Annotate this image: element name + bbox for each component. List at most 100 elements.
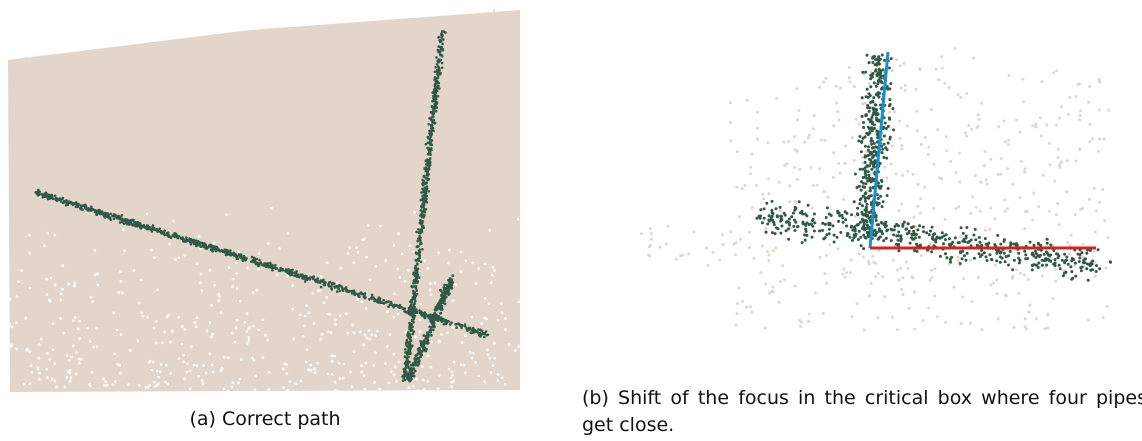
cloud-point	[957, 256, 960, 259]
speck	[169, 341, 172, 344]
speck	[452, 326, 455, 329]
pipe-point	[914, 236, 917, 239]
pipe-point	[80, 207, 83, 210]
cloud-point	[748, 231, 751, 234]
speck	[323, 54, 325, 56]
speck	[227, 357, 230, 360]
speck	[393, 293, 396, 296]
speck	[437, 252, 440, 255]
speck	[160, 363, 163, 366]
cloud-point	[796, 178, 799, 181]
speck	[232, 48, 234, 50]
speck	[313, 322, 316, 325]
speck	[110, 48, 112, 50]
cloud-point	[874, 262, 877, 265]
cloud-point	[980, 328, 983, 331]
speck	[276, 274, 279, 277]
speck	[339, 378, 342, 381]
speck	[343, 363, 346, 366]
pipe-point	[862, 176, 865, 179]
speck	[237, 382, 240, 385]
cloud-point	[954, 47, 957, 50]
speck	[501, 311, 504, 314]
pipe-point	[1005, 255, 1008, 258]
cloud-point	[1006, 207, 1009, 210]
cloud-point	[798, 109, 801, 112]
cloud-point	[803, 141, 806, 144]
cloud-point	[837, 162, 840, 165]
speck	[46, 376, 49, 379]
speck	[247, 327, 250, 330]
pipe-point	[1013, 259, 1016, 262]
pipe-point	[443, 284, 446, 287]
cloud-point	[1005, 294, 1008, 297]
pipe-point	[1095, 270, 1098, 273]
pipe-point	[417, 348, 420, 351]
speck	[120, 280, 123, 283]
cloud-point	[665, 243, 668, 246]
cloud-point	[675, 258, 678, 261]
pipe-point	[429, 329, 432, 332]
pipe-point	[236, 256, 239, 259]
pipe-point	[1074, 262, 1077, 265]
cloud-point	[920, 143, 923, 146]
speck	[329, 46, 331, 48]
speck	[46, 352, 49, 355]
speck	[402, 35, 404, 37]
speck	[254, 389, 257, 392]
pipe-point	[895, 223, 898, 226]
speck	[391, 43, 393, 45]
speck	[401, 253, 404, 256]
pipe-point	[268, 266, 271, 269]
pipe-point	[211, 245, 214, 248]
pipe-point	[427, 142, 430, 145]
speck	[434, 46, 436, 48]
cloud-point	[1049, 163, 1052, 166]
cloud-point	[1004, 210, 1007, 213]
speck	[140, 312, 143, 315]
pipe-point	[148, 226, 151, 229]
cloud-point	[900, 144, 903, 147]
pipe-point	[482, 333, 485, 336]
speck	[45, 55, 47, 57]
speck	[365, 256, 368, 259]
speck	[89, 340, 92, 343]
cloud-point	[868, 82, 871, 85]
pipe-point	[988, 253, 991, 256]
speck	[299, 36, 301, 38]
speck	[349, 246, 352, 249]
pipe-point	[792, 225, 795, 228]
pipe-point	[759, 208, 762, 211]
pipe-point	[882, 200, 885, 203]
pipe-point	[875, 231, 878, 234]
pipe-point	[876, 133, 879, 136]
pipe-point	[328, 282, 331, 285]
cloud-point	[687, 252, 690, 255]
speck	[94, 249, 97, 252]
speck	[149, 360, 152, 363]
pipe-point	[406, 359, 409, 362]
pipe-point	[423, 167, 426, 170]
pipe-point	[410, 377, 413, 380]
speck	[232, 382, 235, 385]
speck	[183, 378, 186, 381]
speck	[484, 20, 486, 22]
pipe-point	[833, 241, 836, 244]
speck	[154, 385, 157, 388]
pipe-point	[1063, 253, 1066, 256]
pipe-point	[925, 231, 928, 234]
pipe-point	[434, 66, 437, 69]
speck	[461, 390, 464, 393]
pipe-point	[151, 230, 154, 233]
pipe-point	[331, 288, 334, 291]
speck	[450, 377, 453, 380]
cloud-point	[959, 96, 962, 99]
cloud-point	[904, 84, 907, 87]
cloud-point	[964, 132, 967, 135]
pipe-point	[973, 257, 976, 260]
pipe-point	[421, 226, 424, 229]
pipe-point	[966, 241, 969, 244]
pipe-point	[885, 157, 888, 160]
cloud-point	[915, 110, 918, 113]
speck	[414, 336, 417, 339]
